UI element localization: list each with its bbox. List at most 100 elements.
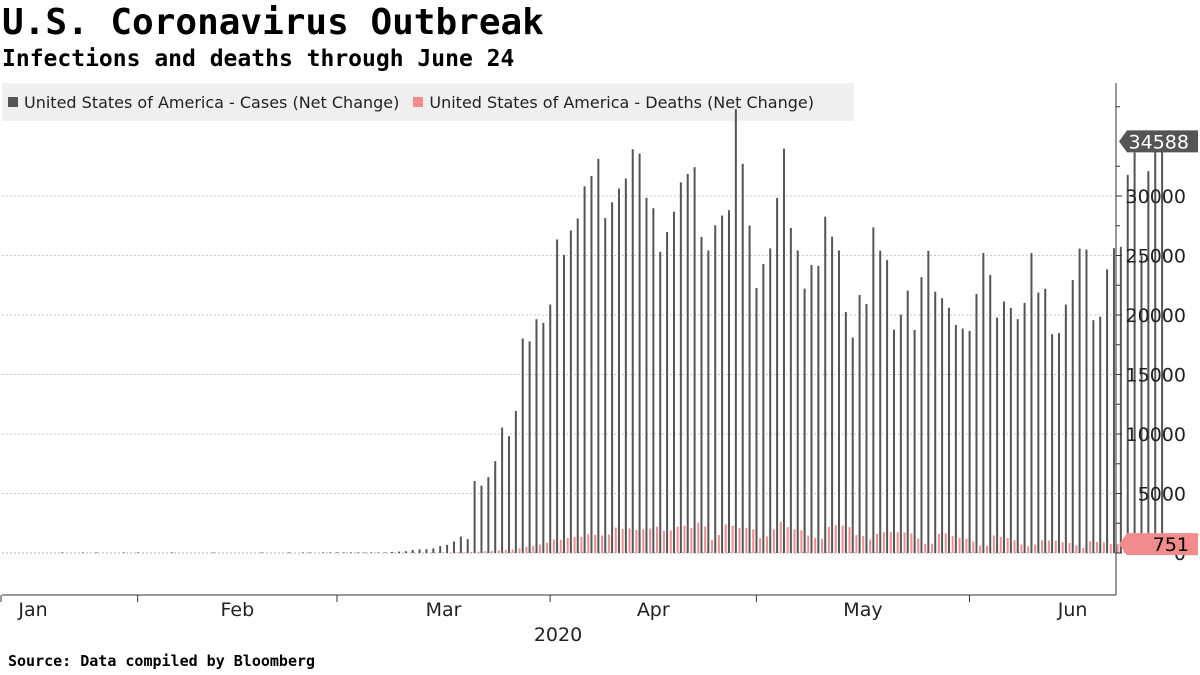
cases-bar: [1147, 171, 1150, 553]
cases-bar: [597, 158, 600, 553]
cases-bar: [1064, 304, 1067, 553]
deaths-bar: [704, 526, 707, 553]
cases-bar: [480, 485, 483, 553]
deaths-bar: [827, 526, 830, 553]
cases-bar: [528, 341, 531, 553]
cases-bar: [384, 552, 387, 553]
cases-bar: [301, 552, 304, 553]
cases-bar: [583, 186, 586, 553]
cases-bar: [1023, 302, 1026, 553]
cases-bar: [542, 322, 545, 553]
cases-bar: [356, 552, 359, 553]
deaths-bar: [752, 529, 755, 553]
x-month-label: Apr: [637, 599, 670, 621]
deaths-bar: [1027, 546, 1030, 553]
deaths-bar: [738, 527, 741, 553]
cases-bar: [494, 461, 497, 553]
cases-bar: [934, 291, 937, 553]
deaths-bar: [546, 542, 549, 553]
cases-bar: [1085, 249, 1088, 553]
deaths-bar: [1020, 544, 1023, 553]
cases-bar: [920, 277, 923, 553]
cases-bar: [1051, 334, 1054, 553]
y-tick-label: 5000: [1138, 484, 1186, 506]
cases-bar: [377, 552, 380, 553]
cases-bar: [858, 294, 861, 553]
cases-bar: [212, 552, 215, 553]
cases-bar: [968, 331, 971, 553]
cases-bar: [899, 314, 902, 553]
cases-bar: [576, 218, 579, 553]
cases-bar: [1106, 269, 1109, 553]
deaths-bar: [779, 521, 782, 553]
cases-bar: [136, 552, 139, 553]
deaths-bar: [559, 539, 562, 553]
cases-bar: [824, 216, 827, 554]
deaths-bar: [793, 529, 796, 553]
cases-bar: [700, 236, 703, 553]
cases-bar: [329, 552, 332, 553]
cases-bar: [748, 225, 751, 553]
deaths-bar: [999, 536, 1002, 553]
cases-bar: [954, 324, 957, 553]
deaths-bar: [724, 524, 727, 553]
cases-bar: [810, 264, 813, 553]
legend-swatch-deaths: [413, 97, 424, 107]
cases-bar: [425, 549, 428, 553]
cases-bar: [562, 254, 565, 553]
y-tick-label: 30000: [1126, 186, 1186, 208]
cases-bar: [831, 236, 834, 553]
y-tick-label: 25000: [1126, 246, 1186, 268]
cases-bar: [61, 552, 64, 553]
deaths-bar: [1089, 541, 1092, 553]
x-month-label: Feb: [220, 599, 254, 621]
deaths-bar: [992, 535, 995, 553]
cases-bar: [941, 298, 944, 553]
source-note: Source: Data compiled by Bloomberg: [8, 652, 316, 670]
cases-bar: [452, 541, 455, 553]
deaths-bar: [1116, 544, 1119, 553]
cases-bar: [638, 153, 641, 553]
cases-bar: [666, 231, 669, 554]
cases-bar: [370, 552, 373, 553]
x-month-label: Jun: [1057, 599, 1088, 621]
cases-bar: [459, 536, 462, 553]
cases-bar: [727, 210, 730, 553]
deaths-bar: [573, 536, 576, 553]
cases-bar: [432, 548, 435, 553]
cases-bar: [947, 307, 950, 553]
deaths-bar: [986, 545, 989, 553]
cases-bar: [514, 410, 517, 553]
cases-bar: [631, 149, 634, 553]
cases-bar: [411, 550, 414, 553]
deaths-bar: [580, 536, 583, 553]
deaths-bar: [539, 544, 542, 553]
cases-bar: [1016, 319, 1019, 553]
cases-bar: [913, 329, 916, 553]
cases-bar: [322, 552, 325, 553]
deaths-bar: [786, 527, 789, 553]
cases-bar: [989, 275, 992, 553]
deaths-bar: [642, 529, 645, 553]
deaths-bar: [965, 538, 968, 553]
deaths-bar: [711, 540, 714, 553]
cases-bar: [679, 182, 682, 553]
cases-bar: [473, 481, 476, 553]
cases-bar: [851, 337, 854, 553]
cases-bar: [714, 225, 717, 554]
deaths-bar: [511, 549, 514, 553]
cases-bar: [982, 252, 985, 553]
deaths-bar: [587, 534, 590, 553]
deaths-bar: [937, 533, 940, 553]
deaths-bar: [717, 535, 720, 553]
deaths-bar: [442, 552, 445, 553]
cases-bar: [342, 552, 345, 553]
deaths-bar: [917, 538, 920, 553]
cases-bar: [1099, 316, 1102, 553]
cases-bar: [769, 248, 772, 554]
cases-bar: [734, 109, 737, 553]
chart-legend: United States of America - Cases (Net Ch…: [2, 83, 854, 121]
cases-bar: [95, 552, 98, 553]
cases-bar: [604, 218, 607, 553]
cases-bar: [837, 250, 840, 553]
